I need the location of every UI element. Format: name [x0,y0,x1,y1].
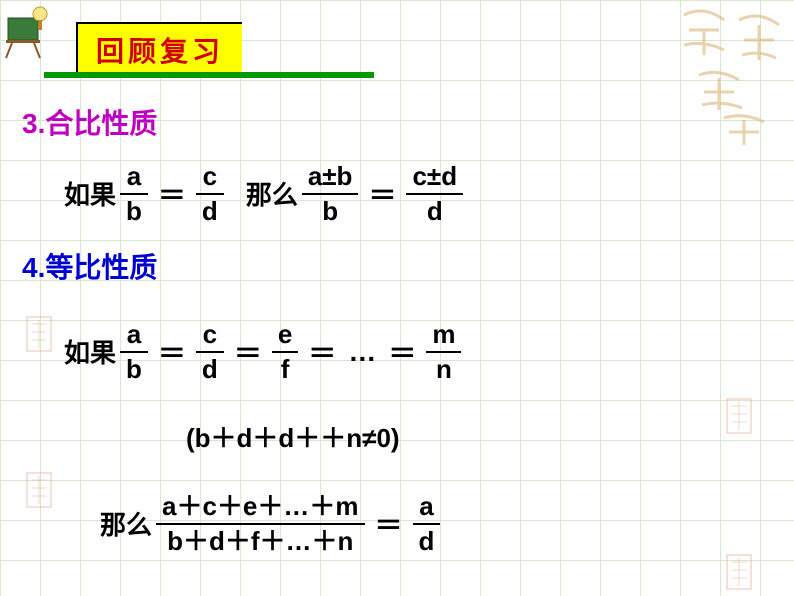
calligraphy-decoration [664,0,794,150]
seal-icon [724,552,754,592]
equals-sign: ＝ [388,332,416,372]
section3-equation: 如果 a b ＝ c d 那么 a±b b ＝ c±d d [64,160,467,227]
section3-title: 3.合比性质 [22,102,157,142]
seal-icon [724,396,754,436]
header-title: 回顾复习 [96,36,224,67]
easel-icon [0,0,60,60]
fraction-a-b: a b [120,160,148,227]
fraction-a-b: a b [120,318,148,385]
condition-text: (b＋d＋d＋＋n≠0) [186,418,400,455]
fraction-sum-num-den: a＋c＋e＋…＋m b＋d＋f＋…＋n [156,490,365,557]
equals-sign: ＝ [234,332,262,372]
text-if: 如果 [64,175,116,212]
section4-equation-2: 那么 a＋c＋e＋…＋m b＋d＋f＋…＋n ＝ a d [100,490,444,557]
fraction-a-d: a d [413,490,441,557]
text-then: 那么 [246,175,298,212]
text-then: 那么 [100,505,152,542]
equals-sign: ＝ [158,332,186,372]
dots: … [348,336,376,368]
fraction-c-d: c d [196,318,224,385]
fraction-apmb-b: a±b b [302,160,359,227]
green-underline [44,72,374,78]
equals-sign: ＝ [158,174,186,214]
text-if: 如果 [64,333,116,370]
equals-sign: ＝ [308,332,336,372]
seal-icon [24,314,54,354]
equals-sign: ＝ [368,174,396,214]
fraction-c-d: c d [196,160,224,227]
section4-equation-1: 如果 a b ＝ c d ＝ e f ＝ … ＝ m n [64,318,465,385]
equals-sign: ＝ [375,504,403,544]
fraction-cpmd-d: c±d d [406,160,463,227]
seal-icon [24,470,54,510]
fraction-m-n: m n [426,318,461,385]
section4-title: 4.等比性质 [22,246,157,286]
fraction-e-f: e f [272,318,298,385]
header-box: 回顾复习 [76,22,242,76]
